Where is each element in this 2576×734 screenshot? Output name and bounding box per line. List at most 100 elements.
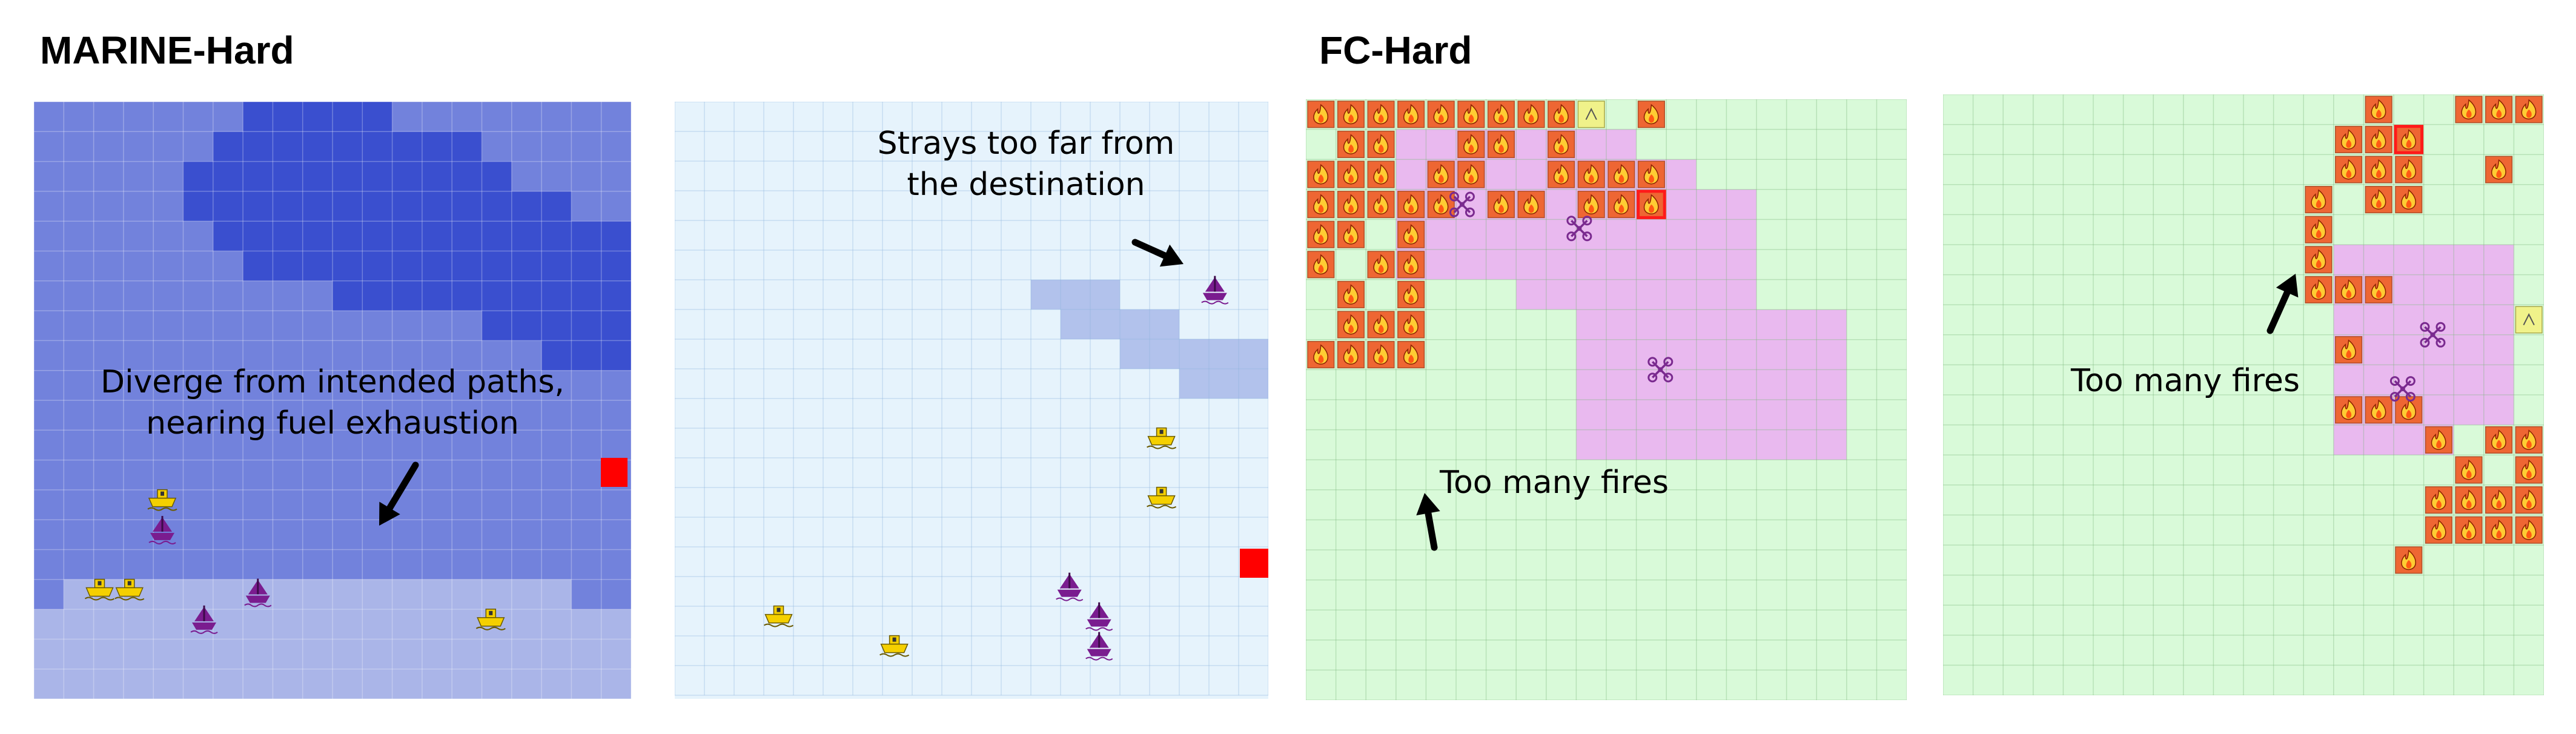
fire-icon xyxy=(2365,276,2392,303)
fire-icon xyxy=(2425,486,2452,514)
fire-icon xyxy=(2335,396,2363,424)
sea-area xyxy=(675,102,1268,699)
fire-icon xyxy=(1307,191,1335,219)
destination-marker xyxy=(1240,549,1268,578)
fire-icon xyxy=(1457,130,1485,158)
annotation-diverge-line1: Diverge from intended paths, xyxy=(101,364,565,400)
destination-marker xyxy=(601,458,627,487)
pirate-icon xyxy=(244,578,272,607)
fc-hard-title: FC-Hard xyxy=(1319,28,1472,72)
fire-icon xyxy=(2395,546,2423,574)
fire-icon xyxy=(1367,251,1395,279)
fire-icon xyxy=(1457,160,1485,188)
drone-coverage xyxy=(1396,250,1757,280)
fire-icon xyxy=(2305,246,2333,274)
ship-icon xyxy=(879,635,910,657)
pirate-icon xyxy=(1085,602,1113,631)
deep-water xyxy=(213,131,482,162)
pirate-icon xyxy=(1056,572,1084,601)
deep-water xyxy=(213,221,631,251)
fire-icon xyxy=(2515,486,2543,514)
drone-coverage xyxy=(1576,400,1847,430)
annotation-strays-line2: the destination xyxy=(907,166,1145,203)
fire-icon xyxy=(2365,186,2392,214)
fire-icon xyxy=(2305,186,2333,214)
fire-icon xyxy=(1427,160,1455,188)
pirate-icon xyxy=(1201,276,1229,305)
fire-icon xyxy=(1397,311,1425,339)
fire-icon xyxy=(2455,456,2483,484)
drone-coverage xyxy=(1396,189,1757,220)
drone-icon xyxy=(1566,216,1592,242)
fire-icon xyxy=(1367,160,1395,188)
drone-coverage xyxy=(1396,129,1637,160)
fire-icon xyxy=(2485,156,2513,183)
fire-icon xyxy=(1487,101,1515,128)
fire-icon xyxy=(1307,220,1335,248)
ship-icon xyxy=(475,609,506,630)
annotation-strays: Strays too far from the destination xyxy=(856,124,1196,205)
land-patch xyxy=(1061,309,1179,339)
annotation-arrow xyxy=(1416,493,1440,551)
deep-water xyxy=(183,161,512,191)
fire-icon xyxy=(1487,130,1515,158)
fire-icon xyxy=(1517,101,1545,128)
land-patch xyxy=(1031,280,1120,309)
fire-icon xyxy=(1397,101,1425,128)
marine-panel-right: Strays too far from the destination xyxy=(675,102,1268,699)
drone-coverage xyxy=(2333,365,2514,395)
ship-icon xyxy=(763,605,794,627)
annotation-fires-left: Too many fires xyxy=(1440,465,1669,501)
drone-icon xyxy=(2420,322,2446,348)
deep-water xyxy=(243,102,392,132)
fc-panel-right: Too many fires xyxy=(1943,94,2544,695)
drone-coverage xyxy=(2333,395,2514,425)
annotation-arrow xyxy=(2266,274,2299,334)
annotation-arrow xyxy=(379,461,419,526)
fire-icon xyxy=(1397,280,1425,308)
drone-coverage xyxy=(1576,309,1847,340)
fire-icon xyxy=(1457,101,1485,128)
fire-icon xyxy=(1337,311,1365,339)
drone-icon xyxy=(2389,376,2415,402)
fire-icon xyxy=(2425,426,2452,454)
fire-icon xyxy=(2455,486,2483,514)
fire-icon xyxy=(2365,125,2392,153)
fire-icon xyxy=(2515,516,2543,544)
fire-icon xyxy=(2395,186,2423,214)
drone-coverage xyxy=(2333,274,2514,305)
deep-water xyxy=(541,340,631,371)
fire-icon xyxy=(1637,101,1665,128)
fire-icon xyxy=(2335,156,2363,183)
deep-water xyxy=(243,251,631,281)
fire-icon xyxy=(2455,516,2483,544)
fire-icon xyxy=(1307,160,1335,188)
fire-icon xyxy=(2365,396,2392,424)
shallow-water xyxy=(64,579,572,610)
ship-icon xyxy=(147,489,177,511)
fire-icon xyxy=(2515,426,2543,454)
fire-icon xyxy=(1307,251,1335,279)
annotation-diverge-line2: nearing fuel exhaustion xyxy=(146,405,519,441)
drone-coverage xyxy=(1576,339,1847,370)
fire-icon xyxy=(1487,191,1515,219)
annotation-strays-line1: Strays too far from xyxy=(877,125,1175,162)
fire-icon xyxy=(1367,191,1395,219)
land-patch xyxy=(1120,339,1268,369)
fire-icon xyxy=(2305,216,2333,243)
fire-icon xyxy=(2425,516,2452,544)
fire-icon xyxy=(2305,276,2333,303)
land-patch xyxy=(1179,369,1268,398)
grid-lines xyxy=(675,102,1268,696)
ship-icon xyxy=(1147,486,1177,509)
marine-panel-left: Diverge from intended paths, nearing fue… xyxy=(34,102,631,699)
pirate-icon xyxy=(1085,632,1113,661)
fire-icon xyxy=(2455,96,2483,124)
fire-icon xyxy=(2515,96,2543,124)
fire-icon xyxy=(2365,156,2392,183)
fire-icon xyxy=(1397,341,1425,369)
fc-grid-right xyxy=(1943,94,2544,695)
fire-icon xyxy=(1337,280,1365,308)
fire-icon xyxy=(1367,341,1395,369)
fire-icon xyxy=(2485,96,2513,124)
